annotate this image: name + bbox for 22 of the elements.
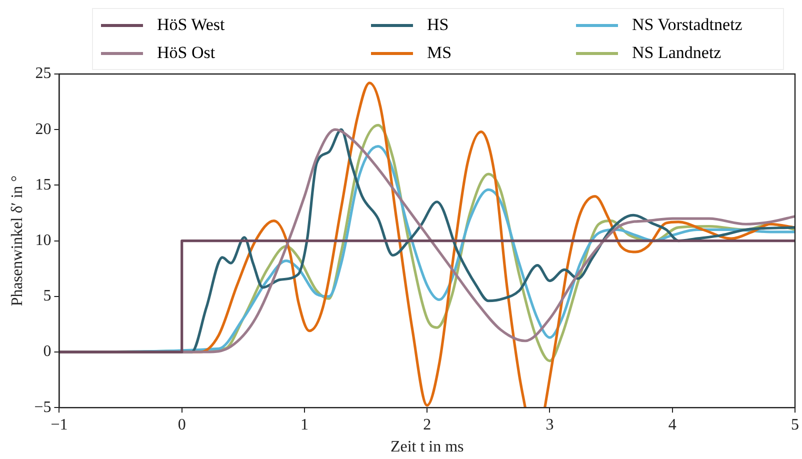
y-tick-label: 15 xyxy=(35,176,52,194)
x-tick-label: 2 xyxy=(423,416,432,434)
legend-label: HS xyxy=(427,15,449,35)
y-tick-label: 0 xyxy=(43,343,52,360)
x-tick-label: 4 xyxy=(668,416,676,434)
x-tick-label: 5 xyxy=(791,416,799,434)
x-tick-label: −1 xyxy=(50,416,68,434)
y-tick-label: 25 xyxy=(35,65,52,82)
legend-label: NS Landnetz xyxy=(632,43,722,63)
legend-label: MS xyxy=(427,43,452,63)
y-tick-label: −5 xyxy=(34,398,52,416)
y-axis-title: Phasenwinkel δ′ in ° xyxy=(8,175,26,306)
y-tick-label: 10 xyxy=(35,232,52,250)
legend-label: NS Vorstadtnetz xyxy=(632,15,742,35)
y-tick-label: 5 xyxy=(43,288,52,305)
x-tick-label: 0 xyxy=(178,416,186,434)
x-axis-title: Zeit t in ms xyxy=(390,438,464,456)
x-tick-label: 1 xyxy=(300,416,308,434)
legend-label: HöS West xyxy=(157,15,225,35)
x-tick-label: 3 xyxy=(546,416,554,434)
y-tick-label: 20 xyxy=(35,120,52,138)
legend-label: HöS Ost xyxy=(157,43,216,63)
